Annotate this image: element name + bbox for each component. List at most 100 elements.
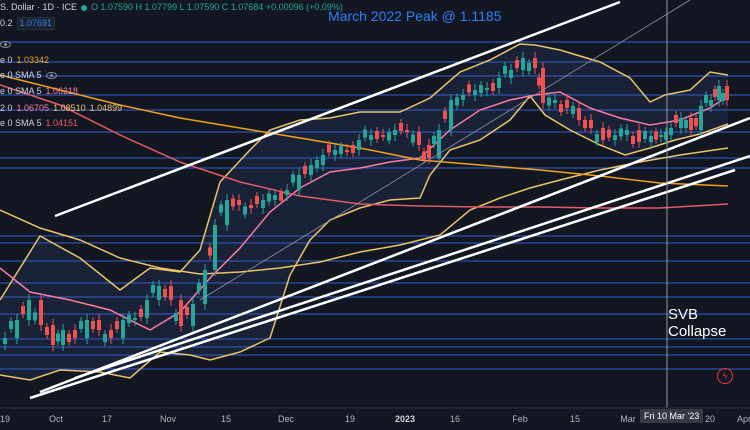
x-tick-label: Nov [159,414,177,424]
candle-body [351,145,355,153]
candle-body [674,115,678,123]
legend-symbol-row: S. Dollar · 1D · ICE O 1.07590 H 1.07799… [0,2,343,13]
candle-body [679,118,683,128]
candle-body [411,134,415,143]
candle-body [659,135,663,137]
candle-body [613,135,617,140]
candle-body [369,135,373,140]
x-tick-label: 19 [0,414,11,424]
candle-body [533,58,537,68]
indicator-overlays [0,43,729,381]
visibility-eye-icon[interactable] [0,41,11,48]
legend-value: 1.08510 [53,103,86,113]
svb-line-2: Collapse [668,323,727,340]
trend-line [74,154,750,380]
candle-body [249,205,253,208]
thin-diagonal [199,0,691,301]
candle-body [559,104,563,112]
sma-yellow [0,147,729,275]
candle-body [699,106,703,130]
legend-value: 1.06705 [16,103,50,113]
candle-body [503,66,507,74]
candle-body [571,106,575,114]
candle-body [213,225,217,270]
candle-body [565,100,569,108]
candle-body [589,120,593,128]
candle-body [601,128,605,140]
x-tick-label: 2023 [394,414,416,424]
candle-body [547,97,551,106]
trend-line [54,0,621,218]
candle-body [51,325,55,345]
candle-body [721,93,725,101]
candle-body [79,321,83,329]
candle-body [393,130,397,135]
candle-body [461,95,465,100]
candle-body [291,174,295,183]
flash-icon[interactable]: ϟ [717,368,733,384]
candle-body [157,286,161,300]
x-tick-label: 15 [569,414,581,424]
candle-body [427,145,431,158]
candle-body [704,95,708,103]
candle-body [399,123,403,131]
candle-body [583,120,587,128]
trend-channel [29,0,750,400]
candle-body [279,192,283,201]
legend-prefix: 0.2 [0,18,13,28]
candle-body [654,131,658,140]
legend-row-4[interactable]: e 0 SMA 5 1.06218 [0,86,78,97]
candle-body [357,140,361,150]
candle-body [115,321,119,329]
candle-body [163,289,167,297]
legend-row-5[interactable]: 2 0 1.06705 1.08510 1.04899 [0,103,122,114]
candle-body [717,86,721,100]
legend-row-1[interactable] [0,41,11,48]
candle-body [497,78,501,88]
legend-ohlc: O 1.07590 H 1.07799 L 1.07590 C 1.07684 … [91,2,343,12]
candle-body [595,134,599,142]
candle-body [422,151,426,160]
candle-body [521,58,525,70]
x-tick-label: Dec [277,414,295,424]
candle-body [15,320,19,338]
candle-body [577,108,581,120]
candle-body [515,60,519,68]
candle-body [267,193,271,202]
candle-body [527,63,531,71]
sma-red [0,84,729,209]
candle-body [21,306,25,314]
candle-body [607,129,611,138]
legend-row-6[interactable]: e 0 SMA 5 1.04151 [0,118,78,129]
candle-body [208,247,212,256]
candle-body [73,330,77,338]
x-tick-label: 15 [220,414,232,424]
candle-body [327,144,331,153]
x-tick-label: 17 [101,414,113,424]
candle-body [56,333,60,342]
candle-body [109,330,113,338]
candle-body [169,286,173,300]
candle-body [103,334,107,342]
candle-body [417,132,421,145]
legend-row-2[interactable]: e 0 1.03342 [0,55,49,66]
candle-body [553,100,557,103]
legend-value: 1.06218 [45,86,79,96]
candle-body [139,309,143,317]
candle-body [285,190,289,195]
candle-body [91,321,95,329]
candle-body [625,130,629,135]
legend-label: e 0 SMA 5 [0,118,42,128]
trend-line [29,168,736,400]
legend-label: e 0 SMA 5 [0,70,42,80]
trend-line [39,116,750,394]
horizontal-levels [0,41,750,370]
legend-row-3[interactable]: e 0 SMA 5 [0,70,57,81]
candle-body [97,320,101,330]
candle-body [61,330,65,345]
svb-annotation: SVB Collapse [668,306,726,340]
candle-body [381,135,385,137]
visibility-eye-icon[interactable] [45,72,57,79]
bollinger-upper [0,43,729,301]
crosshair-date-label: Fri 10 Mar '23 [640,409,704,423]
